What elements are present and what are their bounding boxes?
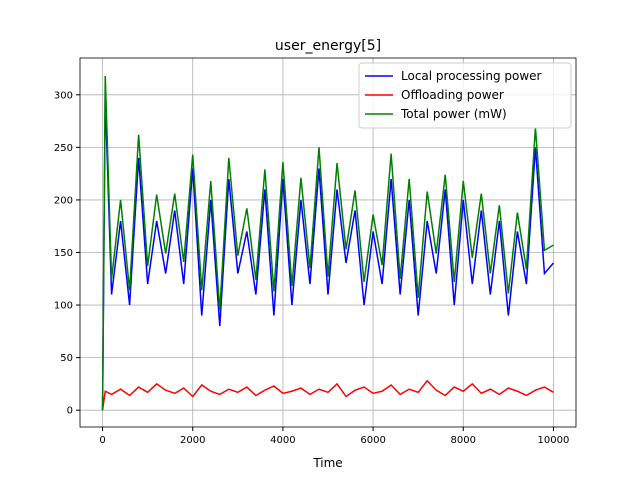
y-tick-label: 300 xyxy=(54,90,73,101)
plot-frame xyxy=(79,57,577,428)
y-tick-label: 100 xyxy=(54,301,73,312)
y-tick-label: 150 xyxy=(54,248,73,259)
line-series xyxy=(101,75,554,411)
x-tick-label: 10000 xyxy=(538,435,570,446)
legend-label: Offloading power xyxy=(401,88,504,102)
y-tick-label: 250 xyxy=(54,143,73,154)
chart-title: user_energy[5] xyxy=(275,38,381,54)
line-series xyxy=(101,94,555,411)
y-tick-label: 200 xyxy=(54,195,73,206)
x-axis-label: Time xyxy=(312,456,342,470)
x-tick-label: 0 xyxy=(99,435,105,446)
legend-label: Total power (mW) xyxy=(400,107,507,121)
legend-box xyxy=(358,62,572,129)
x-tick-label: 8000 xyxy=(451,435,476,446)
x-tick-label: 6000 xyxy=(360,435,385,446)
legend-label: Local processing power xyxy=(401,69,542,83)
x-tick-label: 2000 xyxy=(180,435,205,446)
line-series xyxy=(101,379,554,411)
x-tick-label: 4000 xyxy=(270,435,295,446)
y-tick-label: 50 xyxy=(60,353,73,364)
y-tick-label: 0 xyxy=(67,406,73,417)
